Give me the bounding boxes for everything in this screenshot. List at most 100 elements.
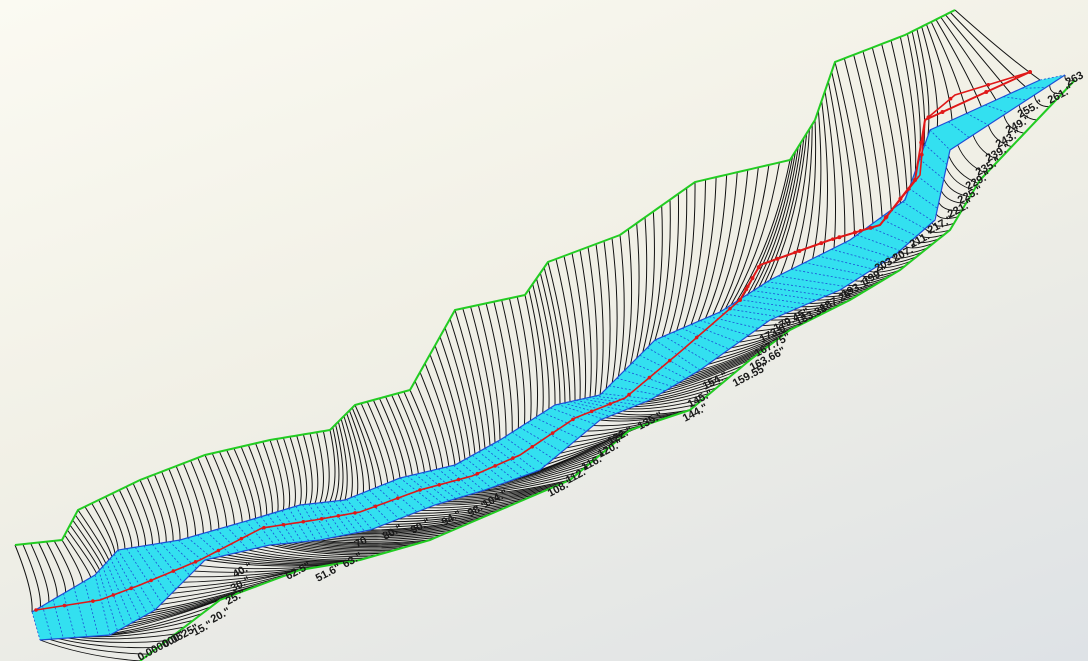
right-bank-section-line [616, 409, 691, 416]
left-bank-section-line [587, 246, 598, 397]
right-bank-section-line [49, 638, 149, 655]
left-bank-section-line [66, 529, 97, 574]
right-bank-section-line [918, 234, 945, 238]
water-hatch-line [42, 605, 53, 640]
station-label: 62.5" [284, 560, 313, 583]
left-bank-section-line [758, 142, 802, 288]
left-bank-section-line [111, 493, 133, 548]
left-bank-section-line [676, 181, 696, 331]
left-bank-section-line [118, 489, 140, 547]
right-bank-section-line [391, 509, 501, 523]
right-bank-section-line [292, 542, 401, 550]
left-bank-section-line [391, 394, 419, 474]
water-hatch-line [445, 466, 477, 493]
water-hatch-line [430, 470, 464, 497]
left-bank-section-line [72, 519, 104, 567]
left-bank-section-line [61, 539, 83, 583]
thalweg-node [193, 560, 198, 564]
thalweg-node [111, 593, 116, 597]
red-bank-node [750, 276, 755, 281]
right-bank-section-line [303, 541, 413, 548]
right-bank-section-line [938, 202, 963, 211]
left-bank-section-line [697, 174, 728, 322]
right-bank-section-line [281, 543, 390, 553]
flow-path [34, 70, 1032, 612]
left-bank-section-line [790, 124, 813, 270]
left-bank-section-line [834, 61, 865, 231]
left-bank-section-line [516, 296, 532, 421]
right-bank-section-line [248, 549, 361, 561]
right-bank-section-line [503, 454, 601, 484]
right-bank-section-line [58, 638, 158, 649]
left-bank-section-line [571, 252, 587, 399]
right-bank-section-line [638, 387, 717, 405]
left-bank-section-line [916, 28, 930, 136]
right-bank-section-line [420, 499, 524, 512]
left-bank-section-line [38, 542, 58, 598]
water-hatch-line [253, 518, 275, 545]
thalweg-node [571, 417, 575, 422]
right-bank-section-line [212, 557, 336, 566]
left-bank-section-line [262, 441, 279, 512]
thalweg-node [475, 471, 480, 476]
left-bank-section-line [532, 283, 550, 409]
right-bank-section-line [233, 552, 351, 563]
station-label: 20." [209, 605, 233, 625]
left-bank-section-line [197, 457, 220, 529]
water-hatch-line [1039, 74, 1066, 81]
left-bank-section-line [636, 217, 648, 359]
thalweg-node [511, 456, 515, 460]
right-bank-section-line [515, 446, 611, 480]
left-bank-section-line [831, 71, 856, 237]
right-bank-section-line [468, 479, 571, 496]
right-bank-section-line [677, 352, 760, 384]
left-bank-section-line [175, 465, 197, 536]
right-bank-section-line [226, 554, 346, 564]
right-bank-section-line [816, 289, 867, 301]
right-bank-section-line [177, 568, 306, 589]
thalweg-node [456, 477, 461, 482]
right-bank-section-line [166, 572, 292, 600]
left-bank-section-line [725, 164, 770, 309]
thalweg-node [530, 444, 535, 449]
thalweg-node [336, 514, 341, 518]
right-bank-section-line [509, 450, 606, 482]
left-bank-section-line [449, 318, 481, 452]
left-bank-section-line [182, 463, 204, 534]
right-bank-section-line [484, 467, 586, 491]
left-bank-section-line [925, 24, 953, 121]
thalweg-node [91, 599, 95, 603]
right-bank-section-line [891, 251, 923, 259]
left-bank-section-line [168, 468, 189, 538]
left-bank-section-line [414, 380, 444, 468]
water-hatch-line [320, 502, 344, 536]
water-hatch-line [143, 545, 177, 590]
left-bank-section-line [611, 237, 618, 383]
right-bank-section-lines [39, 74, 1076, 661]
right-bank-section-line [694, 342, 773, 374]
left-bank-section-line [930, 21, 968, 114]
right-bank-section-line [801, 296, 856, 308]
right-bank-section-line [434, 494, 536, 506]
thalweg-node [418, 488, 422, 492]
left-bank-section-line [360, 403, 389, 483]
red-bank-node [868, 225, 873, 230]
water-hatch-line [295, 506, 317, 541]
right-bank-section-line [957, 144, 987, 174]
right-bank-section-line [342, 529, 454, 537]
right-bank-section-line [904, 242, 934, 249]
red-bank-node [898, 196, 903, 201]
thalweg-node [319, 517, 324, 521]
red-bank-node [913, 178, 917, 182]
right-bank-section-line [777, 306, 837, 318]
right-bank-section-line [255, 547, 366, 559]
thalweg-node [437, 483, 442, 487]
left-bank-section-line [871, 47, 901, 204]
right-bank-section-line [769, 309, 831, 321]
left-bank-section-line [409, 389, 438, 470]
right-bank-section-line [105, 613, 203, 636]
right-bank-section-line [369, 517, 483, 531]
left-bank-section-line [730, 162, 780, 306]
left-bank-section-line [309, 433, 319, 504]
